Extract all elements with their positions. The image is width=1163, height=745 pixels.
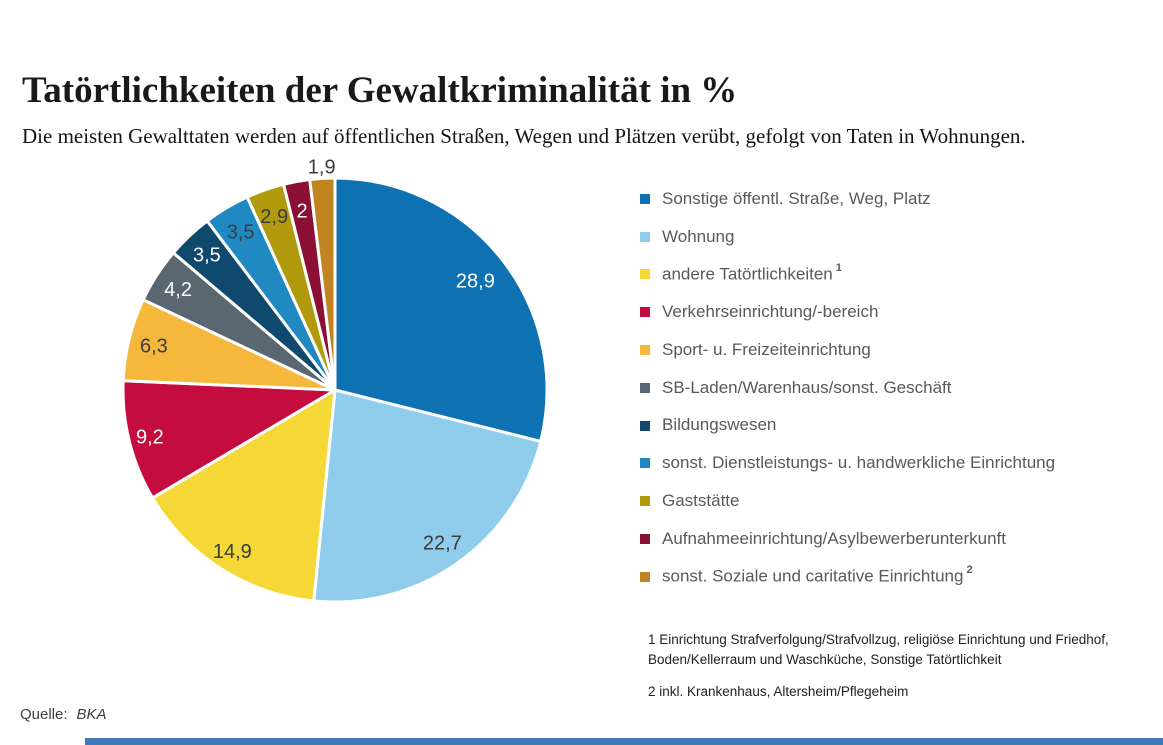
legend-label-10: Aufnahmeeinrichtung/Asylbewerberunterkun… [662, 528, 1006, 548]
legend-footnote-mark-2: 2 [966, 564, 973, 577]
legend-item-9: Gaststätte [640, 482, 1160, 520]
pie-value-label-5: 6,3 [140, 335, 168, 357]
legend-item-3: andere Tatörtlichkeiten 1 [640, 256, 1160, 294]
legend-swatch-6 [640, 382, 650, 393]
legend-item-4: Verkehrseinrichtung/-bereich [640, 293, 1160, 331]
legend-footnote-mark-1: 1 [835, 261, 842, 274]
pie-slice-4[interactable] [121, 379, 337, 500]
legend-swatch-1 [640, 193, 650, 204]
legend-label-9: Gaststätte [662, 491, 740, 511]
legend-swatch-7 [640, 420, 650, 431]
legend-label-7: Bildungswesen [662, 415, 777, 435]
legend-label-1: Sonstige öffentl. Straße, Weg, Platz [662, 188, 931, 208]
legend-item-11: sonst. Soziale und caritative Einrichtun… [640, 558, 1160, 596]
chart-title: Tatörtlichkeiten der Gewaltkriminalität … [22, 69, 738, 111]
legend-swatch-5 [640, 345, 650, 356]
pie-slice-3[interactable] [151, 388, 337, 603]
pie-labels-group: 28,922,714,99,26,34,23,53,52,9 21,9 [136, 157, 495, 563]
legend-swatch-4 [640, 307, 650, 318]
footnote-2: 2 inkl. Krankenhaus, Altersheim/Pflegehe… [648, 683, 909, 699]
pie-value-label-8: 3,5 [227, 222, 255, 244]
pie-slice-11[interactable] [308, 176, 337, 392]
legend-label-4: Verkehrseinrichtung/-bereich [662, 302, 879, 322]
pie-value-label-11: 1,9 [308, 157, 336, 179]
footnote-1: 1 Einrichtung Strafverfolgung/Strafvollz… [648, 632, 1109, 668]
legend: Sonstige öffentl. Straße, Weg, Platz Wohn… [640, 180, 1160, 596]
legend-item-1: Sonstige öffentl. Straße, Weg, Platz [640, 180, 1160, 218]
bottom-accent-bar [85, 738, 1163, 745]
pie-slices-group [121, 176, 549, 604]
pie-value-label-9: 2,9 [260, 206, 288, 228]
legend-item-7: Bildungswesen [640, 407, 1160, 445]
legend-item-2: Wohnung [640, 218, 1160, 256]
source-value: BKA [76, 706, 107, 723]
pie-value-label-10: 2 [296, 201, 307, 223]
pie-value-label-1: 28,9 [456, 270, 495, 292]
legend-label-5: Sport- u. Freizeiteinrichtung [662, 339, 871, 359]
footnotes: 1 Einrichtung Strafverfolgung/Strafvollz… [648, 630, 1153, 713]
pie-value-label-2: 22,7 [423, 533, 462, 555]
legend-swatch-2 [640, 231, 650, 242]
legend-swatch-10 [640, 534, 650, 545]
legend-swatch-11 [640, 571, 650, 582]
pie-chart: 28,9 22,7 14,9 9,2 6,3 4,2 3,5 3,5 2,9 2 1,9 [95, 140, 575, 640]
legend-swatch-9 [640, 496, 650, 507]
legend-item-6: SB-Laden/Warenhaus/sonst. Geschäft [640, 369, 1160, 407]
legend-item-8: sonst. Dienstleistungs- u. handwerkliche… [640, 445, 1160, 483]
pie-value-label-4: 9,2 [136, 426, 164, 448]
source-line: Quelle: BKA [20, 706, 107, 723]
legend-label-3: andere Tatörtlichkeiten 1 [662, 261, 842, 284]
pie-slice-2[interactable] [312, 388, 543, 604]
pie-slice-1[interactable] [333, 176, 549, 443]
legend-swatch-8 [640, 458, 650, 469]
source-label: Quelle: [20, 706, 68, 723]
legend-label-11: sonst. Soziale und caritative Einrichtun… [662, 564, 973, 586]
legend-item-5: Sport- u. Freizeiteinrichtung [640, 331, 1160, 369]
pie-value-label-3: 14,9 [213, 541, 252, 563]
pie-chart-svg: 28,922,714,99,26,34,23,53,52,9 21,9 [121, 157, 549, 604]
legend-label-2: Wohnung [662, 226, 735, 246]
chart-subtitle: Die meisten Gewalttaten werden auf öffen… [22, 124, 1026, 148]
legend-item-10: Aufnahmeeinrichtung/Asylbewerberunterkun… [640, 520, 1160, 558]
pie-value-label-7: 3,5 [193, 244, 221, 266]
pie-value-label-6: 4,2 [164, 279, 192, 301]
legend-label-6: SB-Laden/Warenhaus/sonst. Geschäft [662, 377, 952, 397]
legend-label-8: sonst. Dienstleistungs- u. handwerkliche… [662, 453, 1056, 473]
legend-swatch-3 [640, 269, 650, 280]
